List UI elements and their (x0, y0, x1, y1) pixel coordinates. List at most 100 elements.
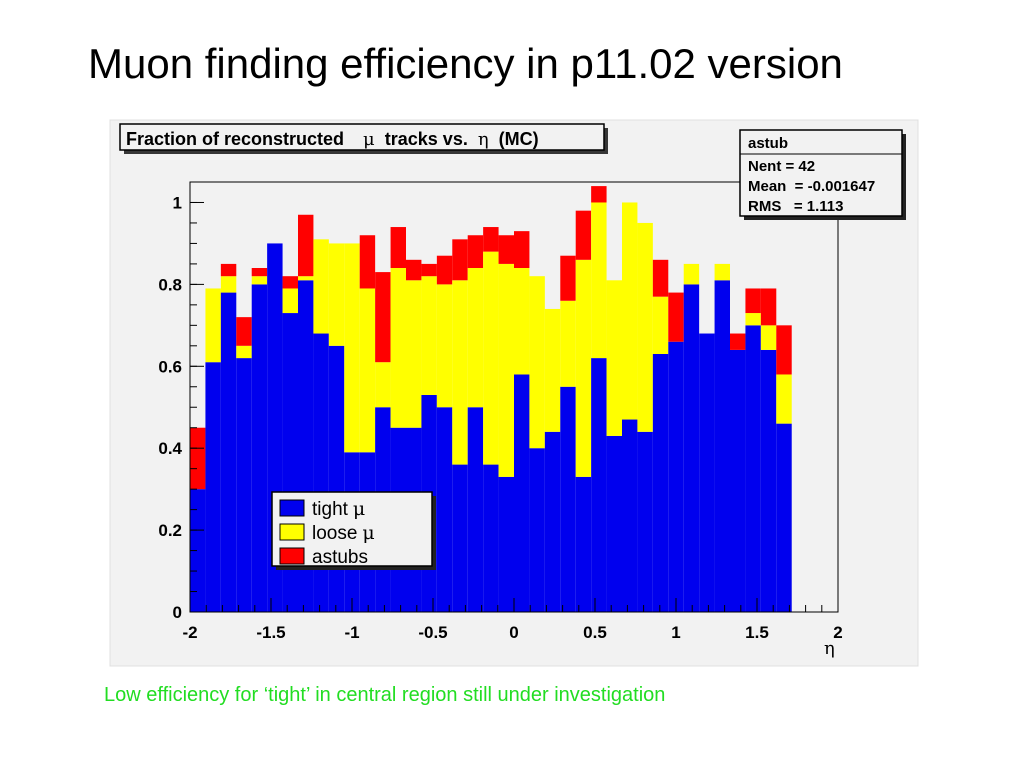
bar-loose-2 (220, 276, 237, 293)
bar-tight-23 (544, 431, 561, 612)
bar-loose-23 (544, 308, 561, 432)
x-tick-label-8: 2 (833, 623, 842, 642)
x-tick-label-3: -0.5 (418, 623, 447, 642)
bar-loose-25 (575, 259, 592, 477)
bar-astubs-15 (421, 263, 437, 277)
bar-astubs-35 (729, 333, 746, 350)
bar-loose-24 (560, 300, 576, 387)
y-tick-label-3: 0.6 (158, 357, 182, 376)
bar-tight-24 (560, 386, 576, 612)
bar-tight-38 (776, 423, 792, 612)
bar-tight-20 (498, 476, 514, 612)
bar-tight-8 (313, 333, 329, 612)
bar-tight-33 (699, 333, 715, 612)
bar-astubs-36 (745, 288, 761, 314)
histogram-bars (190, 186, 792, 612)
bar-astubs-6 (282, 276, 298, 289)
bar-loose-38 (776, 374, 792, 424)
y-tick-label-0: 0 (173, 603, 182, 622)
bar-loose-26 (591, 202, 607, 359)
y-tick-label-2: 0.4 (158, 439, 182, 458)
bar-loose-17 (452, 280, 468, 465)
bar-loose-8 (313, 239, 329, 334)
bar-tight-0 (190, 489, 206, 612)
svg-text:Fraction of reconstructed: Fraction of reconstructed μ tracks vs. η… (126, 129, 539, 150)
bar-loose-36 (745, 313, 761, 326)
bar-tight-4 (251, 284, 268, 612)
bar-tight-26 (591, 358, 607, 612)
bar-astubs-11 (359, 235, 376, 289)
bar-astubs-16 (436, 255, 453, 285)
bar-loose-12 (375, 362, 391, 408)
bar-astubs-26 (591, 186, 607, 203)
legend-label-astubs: astubs (312, 547, 368, 568)
chart-title-prefix: Fraction of reconstructed (126, 129, 344, 149)
bar-tight-9 (328, 345, 345, 612)
bar-astubs-25 (575, 210, 592, 260)
bar-tight-22 (529, 448, 545, 612)
footnote: Low efficiency for ‘tight’ in central re… (104, 684, 666, 706)
bar-tight-27 (606, 435, 622, 612)
stats-nent: Nent = 42 (748, 158, 815, 175)
chart-title-middle: tracks vs. (385, 129, 468, 149)
bar-tight-36 (745, 325, 761, 612)
bar-tight-35 (729, 349, 746, 612)
bar-astubs-2 (220, 263, 237, 277)
bar-loose-37 (760, 325, 777, 350)
bar-astubs-0 (190, 427, 206, 490)
bar-tight-28 (621, 419, 638, 612)
bar-tight-30 (652, 354, 669, 612)
y-tick-label-4: 0.8 (158, 275, 182, 294)
bar-astubs-21 (513, 231, 530, 268)
bar-loose-10 (344, 243, 360, 453)
stats-box: astub Nent = 42 Mean = -0.001647 RMS = 1… (739, 129, 906, 220)
bar-astubs-37 (760, 288, 777, 326)
bar-loose-13 (390, 268, 406, 428)
bar-loose-19 (483, 251, 499, 465)
bar-tight-34 (714, 280, 730, 612)
bar-astubs-38 (776, 325, 792, 375)
bar-tight-17 (452, 464, 468, 612)
bar-astubs-31 (668, 292, 684, 342)
bar-tight-31 (668, 341, 684, 612)
bar-astubs-3 (236, 317, 252, 346)
bar-tight-37 (760, 349, 777, 612)
bar-tight-18 (467, 407, 484, 612)
legend-swatch-loose (279, 523, 305, 541)
bar-loose-32 (683, 263, 700, 285)
x-tick-label-4: 0 (509, 623, 518, 642)
bar-tight-3 (236, 358, 252, 612)
bar-loose-29 (637, 222, 653, 432)
slide-title: Muon finding efficiency in p11.02 versio… (88, 40, 843, 87)
legend-label-tight: tight μ (312, 498, 365, 520)
x-tick-label-0: -2 (182, 623, 197, 642)
legend-label-loose: loose μ (312, 522, 375, 544)
stats-rms: RMS = 1.113 (748, 198, 843, 215)
bar-loose-28 (621, 202, 638, 420)
bar-astubs-24 (560, 255, 576, 301)
x-axis-label: η (824, 638, 835, 659)
bar-loose-4 (251, 276, 268, 285)
bar-tight-29 (637, 431, 653, 612)
bar-loose-14 (405, 280, 422, 428)
x-tick-label-1: -1.5 (256, 623, 285, 642)
bar-astubs-14 (405, 259, 422, 281)
bar-astubs-13 (390, 227, 406, 268)
bar-astubs-18 (467, 235, 484, 268)
bar-loose-18 (467, 268, 484, 408)
bar-loose-21 (513, 268, 530, 375)
x-tick-label-5: 0.5 (583, 623, 607, 642)
bar-astubs-7 (297, 214, 314, 277)
bar-astubs-4 (251, 268, 268, 277)
bar-astubs-19 (483, 227, 499, 252)
bar-tight-19 (483, 464, 499, 612)
y-tick-label-5: 1 (173, 193, 182, 212)
bar-loose-15 (421, 276, 437, 395)
chart-title-suffix: (MC) (499, 129, 539, 149)
bar-loose-34 (714, 263, 730, 281)
bar-astubs-20 (498, 235, 514, 264)
bar-loose-3 (236, 345, 252, 359)
bar-astubs-30 (652, 259, 669, 297)
